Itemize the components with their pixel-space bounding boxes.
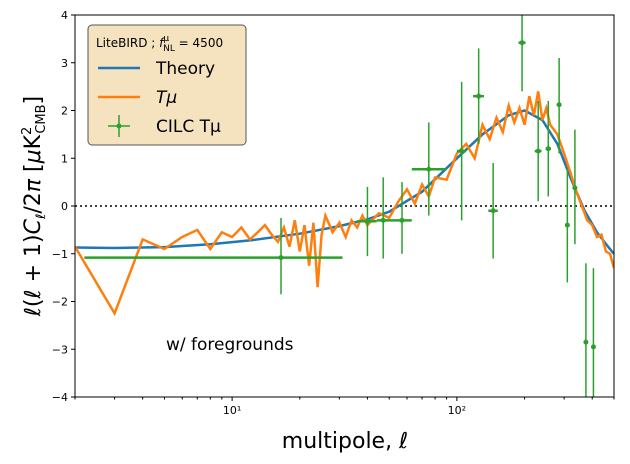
cilc-point xyxy=(590,268,596,397)
cilc-point xyxy=(564,167,570,283)
y-tick-label: −4 xyxy=(52,391,68,404)
legend-cilc-swatch xyxy=(108,115,130,137)
cilc-point xyxy=(357,186,377,257)
y-tick-label: −1 xyxy=(52,248,68,261)
series-cilc-points xyxy=(84,15,596,397)
cilc-point xyxy=(488,163,498,259)
cilc-point xyxy=(473,48,484,144)
cilc-point xyxy=(534,100,542,202)
x-ticks: 10¹ 10² xyxy=(74,397,615,417)
cilc-point xyxy=(411,122,447,216)
cilc-point xyxy=(393,182,412,254)
cilc-point xyxy=(84,217,343,295)
cilc-point xyxy=(572,129,578,245)
legend-tmu-label: Tμ xyxy=(156,88,177,108)
annotation: w/ foregrounds xyxy=(166,335,294,355)
cilc-point xyxy=(556,57,562,154)
x-axis-label: multipole, ℓ xyxy=(282,429,408,454)
cilc-point xyxy=(518,15,526,92)
x-tick-label: 10² xyxy=(448,404,466,417)
legend-theory-label: Theory xyxy=(155,59,215,79)
legend-box xyxy=(87,24,247,146)
y-tick-label: 1 xyxy=(61,152,68,165)
y-tick-label: −2 xyxy=(52,296,68,309)
y-tick-label: 0 xyxy=(61,200,68,213)
legend-title: LiteBIRD ; fμ NL = 4500 xyxy=(96,34,223,54)
y-tick-label: 2 xyxy=(61,105,68,118)
plot-area xyxy=(75,15,614,397)
cilc-point xyxy=(456,81,467,221)
y-ticks: −4 −3 −2 −1 0 1 2 3 4 xyxy=(52,9,75,404)
y-tick-label: −3 xyxy=(52,343,68,356)
y-tick-label: 3 xyxy=(61,57,68,70)
x-tick-label: 10¹ xyxy=(223,404,241,417)
cilc-point xyxy=(376,177,394,259)
y-tick-label: 4 xyxy=(61,9,68,22)
plot-frame xyxy=(74,14,615,398)
cilc-point xyxy=(545,100,551,197)
y-axis-label: ℓ(ℓ + 1)Cℓ/2π [μK2CMB] xyxy=(20,96,49,317)
legend-cilc-label: CILC Tμ xyxy=(156,117,221,137)
legend: LiteBIRD ; fμ NL = 4500 Theory Tμ CILC Tμ xyxy=(87,24,247,146)
cilc-point xyxy=(583,263,589,397)
